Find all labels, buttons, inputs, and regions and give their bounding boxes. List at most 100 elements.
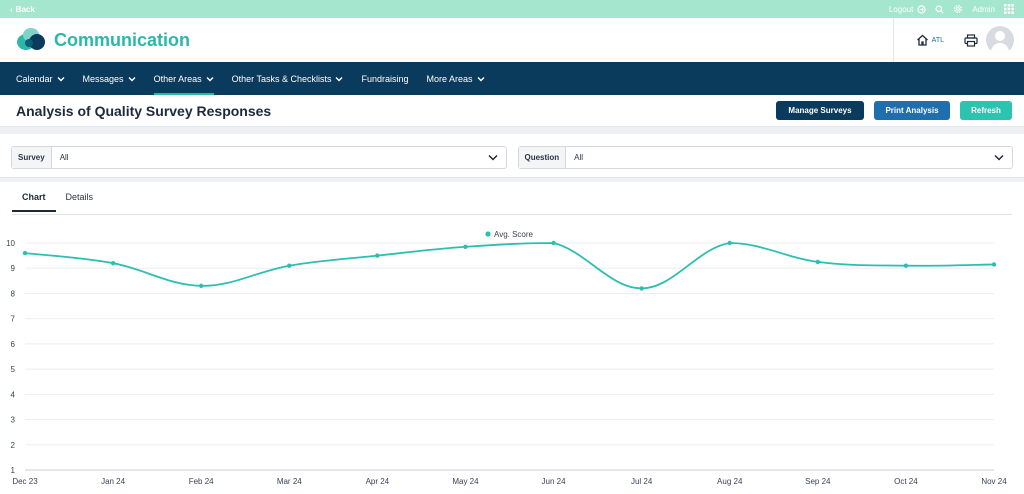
chevron-down-icon — [128, 76, 136, 81]
back-link[interactable]: ‹ Back — [10, 5, 35, 14]
data-point — [198, 283, 204, 289]
chart-card: Chart Details 1 2 3 4 5 6 7 8 9 10 Dec 23 Jan 24 Feb… — [0, 182, 1024, 494]
question-label: Question — [518, 147, 567, 168]
data-point — [639, 286, 644, 291]
header-divider — [892, 18, 894, 62]
search-icon — [935, 4, 944, 14]
nav-item-label: Calendar — [16, 73, 53, 84]
back-label: Back — [15, 4, 35, 14]
chevron-down-icon — [994, 154, 1004, 161]
data-point — [815, 259, 821, 265]
nav-item-messages[interactable]: Messages — [83, 62, 136, 95]
survey-value: All — [59, 153, 69, 162]
y-tick-label: 6 — [11, 340, 16, 349]
nav-item-more-areas[interactable]: More Areas — [427, 62, 485, 95]
main-nav: Calendar Messages Other Areas Other Task… — [0, 62, 1024, 95]
tab-divider — [12, 214, 1012, 215]
logout-link[interactable]: Logout — [889, 5, 926, 14]
print-button[interactable] — [964, 33, 978, 47]
x-tick-label: Jun 24 — [542, 477, 567, 486]
nav-item-fundraising[interactable]: Fundraising — [361, 62, 408, 95]
logo-icon — [17, 28, 45, 50]
nav-item-label: More Areas — [426, 73, 473, 84]
y-tick-label: 2 — [11, 441, 16, 450]
refresh-button[interactable]: Refresh — [960, 101, 1012, 120]
chevron-down-icon — [57, 76, 65, 81]
x-tick-label: Mar 24 — [277, 477, 302, 486]
nav-item-other-tasks[interactable]: Other Tasks & Checklists — [232, 62, 344, 95]
app-title: Communication — [54, 29, 191, 50]
x-tick-label: May 24 — [452, 477, 479, 486]
location-selector[interactable]: ATL — [916, 34, 944, 46]
question-select[interactable]: Question All — [517, 146, 1013, 169]
nav-item-other-areas[interactable]: Other Areas — [153, 62, 214, 95]
nav-item-calendar[interactable]: Calendar — [16, 62, 65, 95]
top-utility-bar: ‹ Back Logout Admin — [0, 0, 1024, 18]
data-point — [22, 250, 28, 256]
data-point — [110, 260, 116, 266]
legend-label: Avg. Score — [494, 230, 534, 239]
tab-chart[interactable]: Chart — [12, 188, 56, 212]
logout-icon — [917, 4, 926, 14]
chevron-down-icon — [477, 76, 485, 81]
nav-item-label: Fundraising — [361, 73, 409, 84]
x-tick-label: Oct 24 — [894, 477, 918, 486]
x-tick-label: Aug 24 — [717, 477, 743, 486]
x-tick-label: Feb 24 — [189, 477, 214, 486]
data-point — [903, 263, 909, 268]
x-tick-label: Jul 24 — [631, 477, 653, 486]
brand-bar: Communication ATL — [0, 18, 1024, 62]
tab-details[interactable]: Details — [65, 192, 94, 202]
x-tick-label: Dec 23 — [12, 477, 38, 486]
y-tick-label: 8 — [11, 289, 16, 298]
line-chart: 1 2 3 4 5 6 7 8 9 10 Dec 23 Jan 24 Feb 24 Mar 24 Apr 2… — [6, 230, 1007, 486]
user-label: Admin — [972, 4, 995, 14]
nav-item-label: Messages — [82, 73, 124, 84]
data-point — [463, 244, 468, 249]
chevron-left-icon: ‹ — [10, 4, 13, 14]
chevron-down-icon — [335, 76, 343, 81]
location-label: ATL — [931, 36, 944, 44]
data-point — [551, 240, 556, 246]
apps-grid-icon — [1004, 4, 1014, 14]
survey-label: Survey — [12, 147, 52, 168]
page-title: Analysis of Quality Survey Responses — [16, 102, 272, 119]
data-point — [727, 240, 732, 246]
filter-bar: Survey All Question All — [0, 134, 1024, 178]
x-tick-label: Nov 24 — [981, 477, 1007, 486]
nav-item-label: Other Tasks & Checklists — [231, 73, 332, 84]
y-tick-label: 9 — [11, 264, 16, 273]
gear-icon — [954, 5, 963, 13]
view-tabs: Chart Details — [12, 188, 103, 212]
search-button[interactable] — [935, 4, 944, 14]
chevron-down-icon — [206, 76, 214, 81]
y-tick-label: 4 — [11, 390, 16, 399]
x-tick-label: Apr 24 — [366, 477, 390, 486]
avatar[interactable] — [986, 26, 1014, 54]
x-tick-label: Jan 24 — [101, 477, 126, 486]
legend-marker — [485, 231, 491, 237]
page-header: Analysis of Quality Survey Responses Man… — [0, 95, 1024, 127]
y-tick-label: 10 — [6, 239, 15, 248]
y-tick-label: 7 — [11, 315, 16, 324]
data-point — [375, 253, 380, 258]
logout-label: Logout — [888, 4, 914, 14]
y-tick-label: 3 — [11, 416, 16, 425]
print-analysis-button[interactable]: Print Analysis — [874, 101, 950, 120]
home-icon — [916, 34, 928, 46]
manage-surveys-button[interactable]: Manage Surveys — [776, 101, 864, 120]
y-tick-label: 1 — [11, 466, 16, 475]
nav-item-label: Other Areas — [153, 73, 202, 84]
printer-icon — [964, 33, 978, 47]
brand[interactable]: Communication — [0, 27, 190, 53]
user-menu[interactable]: Admin — [972, 5, 995, 14]
survey-select[interactable]: Survey All — [11, 146, 507, 169]
chevron-down-icon — [487, 154, 498, 161]
settings-button[interactable] — [953, 4, 963, 14]
data-point — [991, 262, 997, 267]
y-tick-label: 5 — [11, 365, 16, 374]
x-tick-label: Sep 24 — [805, 477, 831, 486]
question-value: All — [574, 153, 584, 162]
data-point — [287, 263, 292, 268]
apps-grid-button[interactable] — [1004, 4, 1014, 14]
